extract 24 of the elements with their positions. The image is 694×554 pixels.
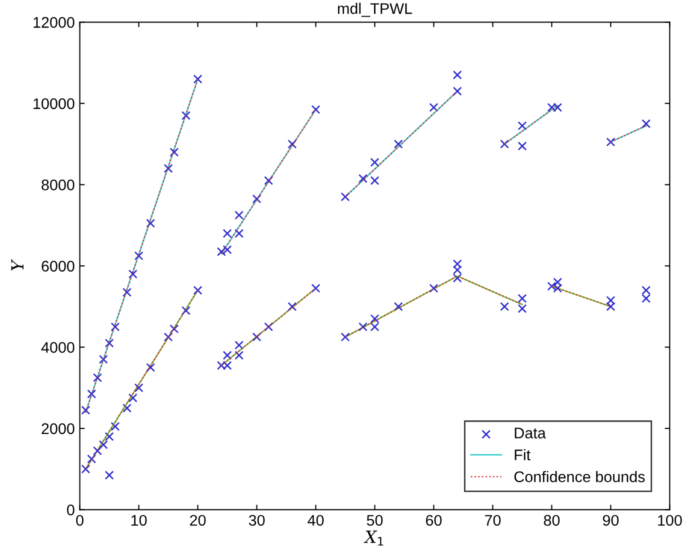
legend-label: Confidence bounds bbox=[514, 470, 645, 482]
y-tick-label: 0 bbox=[67, 504, 74, 516]
chart-title: mdl_TPWL bbox=[338, 2, 412, 17]
x-tick-label: 60 bbox=[426, 514, 442, 526]
y-tick-label: 6000 bbox=[42, 260, 74, 272]
y-axis-title: Y bbox=[11, 259, 24, 271]
x-axis-title: X$_{1}$ bbox=[364, 530, 384, 546]
x-tick-label: 80 bbox=[544, 514, 560, 526]
y-tick-label: 2000 bbox=[42, 423, 74, 434]
y-tick-label: 12000 bbox=[34, 17, 74, 28]
x-tick-label: 100 bbox=[658, 514, 682, 526]
x-tick-label: 10 bbox=[131, 514, 147, 526]
x-tick-label: 90 bbox=[602, 514, 619, 526]
x-tick-label: 20 bbox=[190, 514, 206, 526]
x-tick-label: 0 bbox=[76, 514, 84, 526]
y-tick-label: 8000 bbox=[42, 180, 74, 190]
legend-label: Data bbox=[514, 428, 546, 438]
x-tick-label: 70 bbox=[485, 514, 501, 526]
y-tick-label: 10000 bbox=[34, 98, 74, 110]
x-tick-label: 50 bbox=[366, 514, 383, 526]
x-tick-label: 30 bbox=[248, 514, 265, 526]
y-tick-label: 4000 bbox=[41, 342, 74, 353]
legend-label: Fit bbox=[514, 449, 530, 460]
x-tick-label: 40 bbox=[308, 514, 324, 526]
